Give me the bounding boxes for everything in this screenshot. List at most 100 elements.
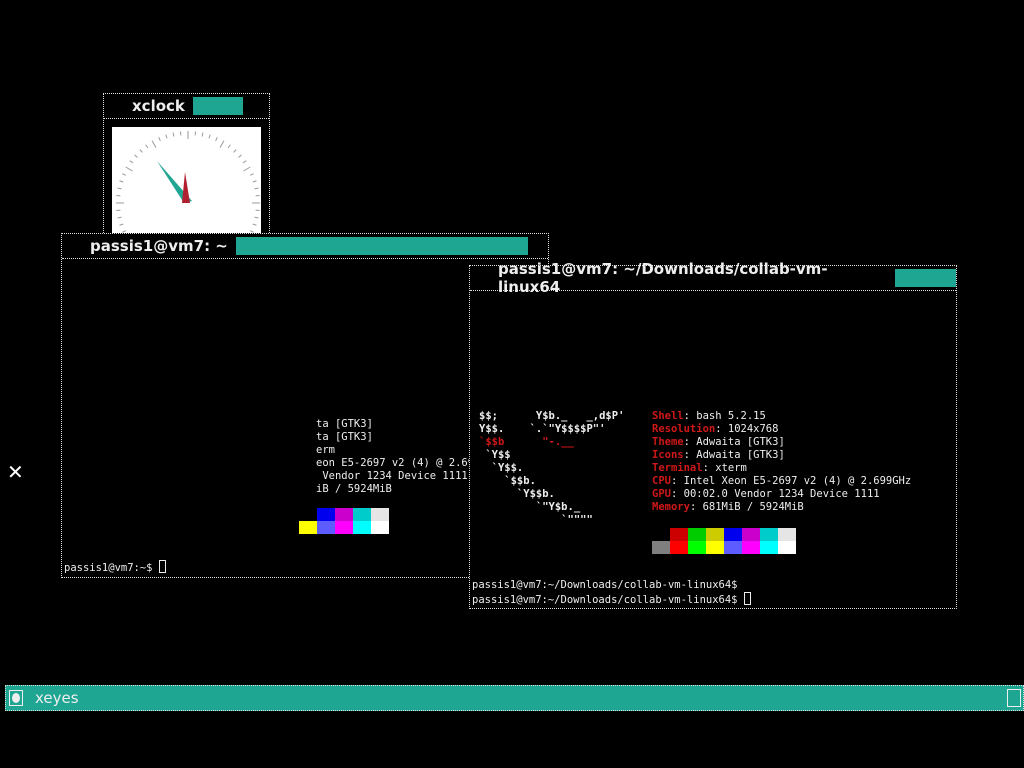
clock-tick <box>151 140 157 148</box>
color-swatch <box>317 521 335 534</box>
color-swatch <box>353 521 371 534</box>
info-label: Memory <box>652 501 690 513</box>
clock-tick <box>254 216 259 219</box>
color-swatch <box>778 528 796 541</box>
color-swatch <box>760 528 778 541</box>
terminal-window-home[interactable]: passis1@vm7: ~ ta [GTK3] ta [GTK3] erm eon … <box>61 233 549 578</box>
clock-tick <box>119 180 124 183</box>
info-value: Adwaita [GTK3] <box>696 436 785 448</box>
clock-tick <box>201 132 204 137</box>
terminal-window-downloads[interactable]: passis1@vm7: ~/Downloads/collab-vm-linux… <box>469 260 957 609</box>
clock-tick <box>134 154 138 158</box>
info-row: CPU: Intel Xeon E5-2697 v2 (4) @ 2.699GH… <box>652 475 912 487</box>
info-label: GPU <box>652 488 671 500</box>
prompt-text: passis1@vm7:~$ <box>64 562 159 574</box>
window-title: passis1@vm7: ~/Downloads/collab-vm-linux… <box>498 260 828 296</box>
info-label: Shell <box>652 410 684 422</box>
info-row: Resolution: 1024x768 <box>652 423 779 435</box>
clock-tick <box>122 173 127 176</box>
clock-tick <box>227 144 231 149</box>
info-row: Theme: Adwaita [GTK3] <box>652 436 785 448</box>
title-fill <box>894 269 956 287</box>
ascii-logo-line: `Y$$b. <box>479 488 555 500</box>
ascii-logo-line: `"Y$b._ <box>479 501 581 513</box>
color-swatch <box>706 528 724 541</box>
xclock-window[interactable]: xclock <box>103 93 270 243</box>
color-swatch <box>742 528 760 541</box>
title-fill <box>235 237 528 255</box>
ascii-logo-line: `Y$$ <box>479 449 511 461</box>
window-title: xclock <box>132 97 185 115</box>
hour-hand <box>182 172 190 203</box>
shell-prompt[interactable]: passis1@vm7:~$ <box>64 560 166 575</box>
color-swatch <box>724 541 742 554</box>
prompt-text: passis1@vm7:~/Downloads/collab-vm-linux6… <box>472 594 744 606</box>
color-swatch <box>652 541 670 554</box>
clock-tick <box>243 166 251 172</box>
output-line: Vendor 1234 Device 1111 <box>316 470 468 482</box>
xclock-titlebar[interactable]: xclock <box>104 94 269 119</box>
ascii-logo-line: `$$b. <box>479 475 536 487</box>
info-row: Icons: Adwaita [GTK3] <box>652 449 785 461</box>
info-row: Shell: bash 5.2.15 <box>652 410 766 422</box>
color-swatch <box>724 528 742 541</box>
clock-tick <box>219 140 225 148</box>
window-title: passis1@vm7: ~ <box>90 237 228 255</box>
color-swatch <box>688 541 706 554</box>
color-swatch <box>335 521 353 534</box>
color-swatch <box>335 508 353 521</box>
info-value: xterm <box>715 462 747 474</box>
clock-tick <box>252 223 257 226</box>
color-swatch <box>371 521 389 534</box>
clock-tick <box>249 230 254 233</box>
clock-tick <box>117 187 122 190</box>
color-swatch <box>688 528 706 541</box>
terminal-titlebar[interactable]: passis1@vm7: ~/Downloads/collab-vm-linux… <box>470 260 956 296</box>
clock-tick <box>145 144 149 149</box>
info-value: bash 5.2.15 <box>696 410 766 422</box>
color-swatch <box>371 508 389 521</box>
output-line: ta [GTK3] <box>316 431 373 443</box>
clock-tick <box>242 160 247 164</box>
info-label: CPU <box>652 475 671 487</box>
taskbar-item-xeyes[interactable]: xeyes <box>35 689 79 707</box>
prompt-line: passis1@vm7:~/Downloads/collab-vm-linux6… <box>472 579 738 591</box>
clock-tick <box>129 160 134 164</box>
output-line: erm <box>316 444 335 456</box>
ascii-logo-line: `"""" <box>479 514 593 526</box>
clock-tick <box>125 166 133 172</box>
info-label: Theme <box>652 436 684 448</box>
ascii-logo-line: $$; Y$b._ _,d$P' <box>479 410 625 422</box>
info-row: Terminal: xterm <box>652 462 747 474</box>
taskbar[interactable]: xeyes <box>5 685 1024 711</box>
info-label: Resolution <box>652 423 716 435</box>
color-swatch <box>670 541 688 554</box>
output-line: ta [GTK3] <box>316 418 373 430</box>
color-swatch <box>299 521 317 534</box>
output-line: iB / 5924MiB <box>316 483 392 495</box>
cursor <box>158 560 166 573</box>
info-row: Memory: 681MiB / 5924MiB <box>652 501 804 513</box>
shell-prompt[interactable]: passis1@vm7:~/Downloads/collab-vm-linux6… <box>472 592 751 607</box>
clock-tick <box>249 173 254 176</box>
color-swatch <box>778 541 796 554</box>
ascii-logo-line: `Y$$. <box>479 462 524 474</box>
clock-tick <box>172 132 175 137</box>
ascii-logo-line: `$$b "-.__ <box>479 436 574 448</box>
info-value: 681MiB / 5924MiB <box>702 501 804 513</box>
clock-tick <box>139 149 143 153</box>
clock-tick <box>119 223 124 226</box>
iconify-icon[interactable] <box>1007 689 1021 707</box>
terminal-titlebar[interactable]: passis1@vm7: ~ <box>62 234 548 259</box>
clock-tick <box>252 180 257 183</box>
color-swatch <box>760 541 778 554</box>
clock-tick <box>215 137 218 142</box>
clock-face <box>112 127 261 237</box>
color-swatch <box>706 541 724 554</box>
color-swatch <box>317 508 335 521</box>
ascii-logo-line: Y$$. `.`"Y$$$$P"' <box>479 423 606 435</box>
clock-tick <box>165 134 168 139</box>
info-label: Terminal <box>652 462 703 474</box>
info-value: Intel Xeon E5-2697 v2 (4) @ 2.699GHz <box>683 475 912 487</box>
info-label: Icons <box>652 449 684 461</box>
